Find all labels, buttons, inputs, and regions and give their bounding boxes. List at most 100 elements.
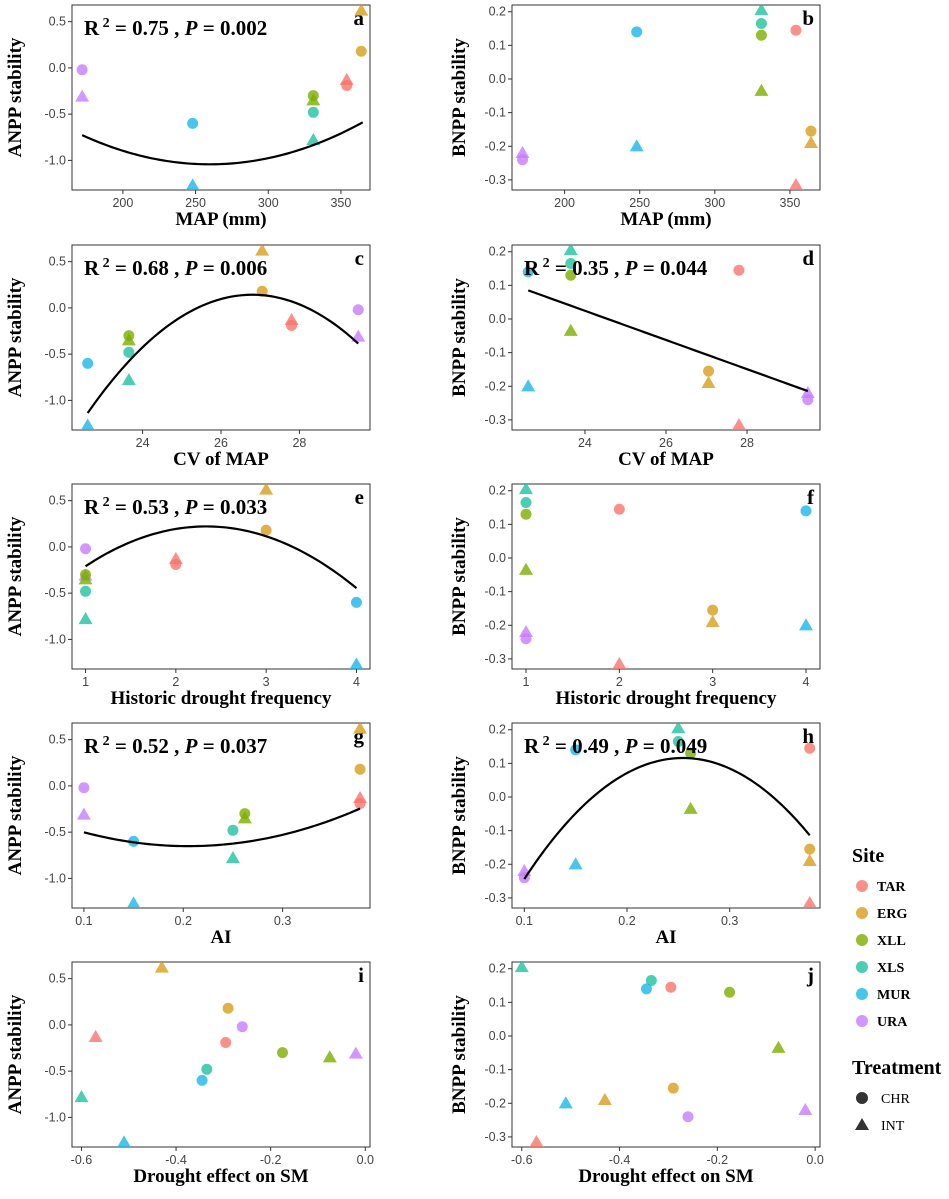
panel-letter: e [355,485,364,509]
y-tick-label: -0.2 [484,1096,506,1110]
point-xll-chr [724,986,736,998]
y-axis-label: BNPP stability [449,756,470,875]
points-layer [76,723,368,908]
point-mur-chr [522,266,534,278]
y-tick-label: 0.0 [489,551,506,565]
panel-letter: i [358,963,364,987]
points-layer [514,962,813,1147]
y-tick-label: 0.0 [489,1029,506,1043]
point-mur-int [126,896,141,908]
point-xls-chr [123,346,135,358]
plot-frame [511,483,821,670]
point-ura-int [519,625,533,638]
y-tick-label: -0.5 [44,825,66,839]
y-tick-label: -1.0 [44,153,66,167]
x-tick-label: 3 [709,675,716,689]
x-tick-label: 300 [704,196,725,210]
point-xll-int [771,1040,786,1053]
legend-key-int [855,1118,869,1130]
x-axis-label: AI [210,927,231,948]
y-tick-label: -1.0 [44,393,66,407]
point-erg-chr [667,1082,679,1094]
point-erg-chr [804,843,816,855]
y-tick-label: -0.3 [484,1130,506,1144]
points-layer [521,245,815,430]
panel-letter: j [806,963,814,987]
y-tick-label: 0.2 [489,245,506,259]
y-tick-label: -0.3 [484,413,506,427]
point-xls-int [519,484,533,495]
plot-frame [71,722,371,909]
point-ura-chr [352,304,364,316]
y-tick-label: 0.5 [49,15,66,29]
stat-annotation: R 2 = 0.68 , P = 0.006 [84,256,267,280]
plot-frame [71,4,371,191]
fit-line [86,293,359,414]
y-tick-label: 0.1 [489,995,506,1009]
point-tar-int [731,417,746,430]
points-layer [517,723,817,908]
y-tick-label: 0.5 [49,733,66,747]
point-mur-int [629,139,644,152]
panel-f: 0.2 0.1 0.0 -0.1 -0.2 -0.3 1 2 3 4 Historic drough… [449,483,821,709]
y-tick-label: 0.0 [49,779,66,793]
points-layer [78,484,364,669]
point-xll-chr [276,1047,288,1059]
x-tick-label: 4 [353,675,360,689]
x-tick-label: 200 [554,196,575,210]
y-axis-label: ANPP stability [5,755,26,875]
y-tick-label: 0.0 [49,540,66,554]
point-erg-chr [222,1002,234,1014]
point-ura-chr [76,64,88,76]
y-tick-label: -0.3 [484,173,506,187]
point-ura-int [515,146,530,159]
point-ura-chr [80,543,92,555]
panel-letter: c [355,246,364,270]
point-ura-int [351,329,366,342]
x-tick-label: 0.3 [274,914,291,928]
point-erg-chr [260,524,272,536]
x-tick-label: 200 [112,196,133,210]
y-tick-label: -1.0 [44,1110,66,1124]
point-erg-chr [707,604,719,616]
point-erg-int [802,853,817,866]
point-xls-chr [307,106,319,118]
x-tick-label: 0.3 [721,914,738,928]
point-tar-chr [804,742,816,754]
point-mur-chr [570,744,582,756]
y-tick-label: -0.5 [44,107,66,121]
panel-i: 0.5 0.0 -0.5 -1.0 -0.6 -0.4 -0.2 0.0 Drought eff… [5,961,374,1187]
y-tick-label: -0.5 [44,1064,66,1078]
plot-frame [511,4,821,191]
point-mur-chr [196,1074,208,1086]
fit-line [81,121,364,166]
y-tick-label: -0.5 [44,347,66,361]
plot-frame [71,244,371,431]
y-tick-label: -0.2 [484,857,506,871]
panel-letter: f [807,485,815,509]
legend-key-xll [856,934,868,946]
y-tick-label: -0.3 [484,652,506,666]
x-tick-label: -0.6 [511,1153,533,1167]
y-tick-label: 0.2 [489,962,506,976]
point-erg-int [353,723,368,734]
x-axis-label: Historic drought frequency [556,688,777,709]
panel-h: 0.2 0.1 0.0 -0.1 -0.2 -0.3 0.1 0.2 0.3 AI BNPP sta… [449,722,821,948]
point-erg-int [597,1092,612,1105]
point-mur-int [349,657,364,669]
point-ura-int [800,386,815,399]
plot-frame [71,961,371,1148]
y-tick-label: 0.5 [49,494,66,508]
plot-frame [511,961,821,1148]
point-xll-int [519,562,533,575]
panel-j: 0.2 0.1 0.0 -0.1 -0.2 -0.3 -0.6 -0.4 -0.2 0.0 Drou… [449,961,824,1187]
x-tick-label: 0.0 [357,1153,374,1167]
y-tick-label: -0.5 [44,586,66,600]
point-xll-int [121,333,136,346]
point-xll-int [754,83,769,96]
points-layer [75,5,369,190]
y-tick-label: -0.2 [484,139,506,153]
point-xls-chr [565,258,577,269]
x-tick-label: 2 [616,675,623,689]
x-tick-label: 24 [136,436,150,450]
